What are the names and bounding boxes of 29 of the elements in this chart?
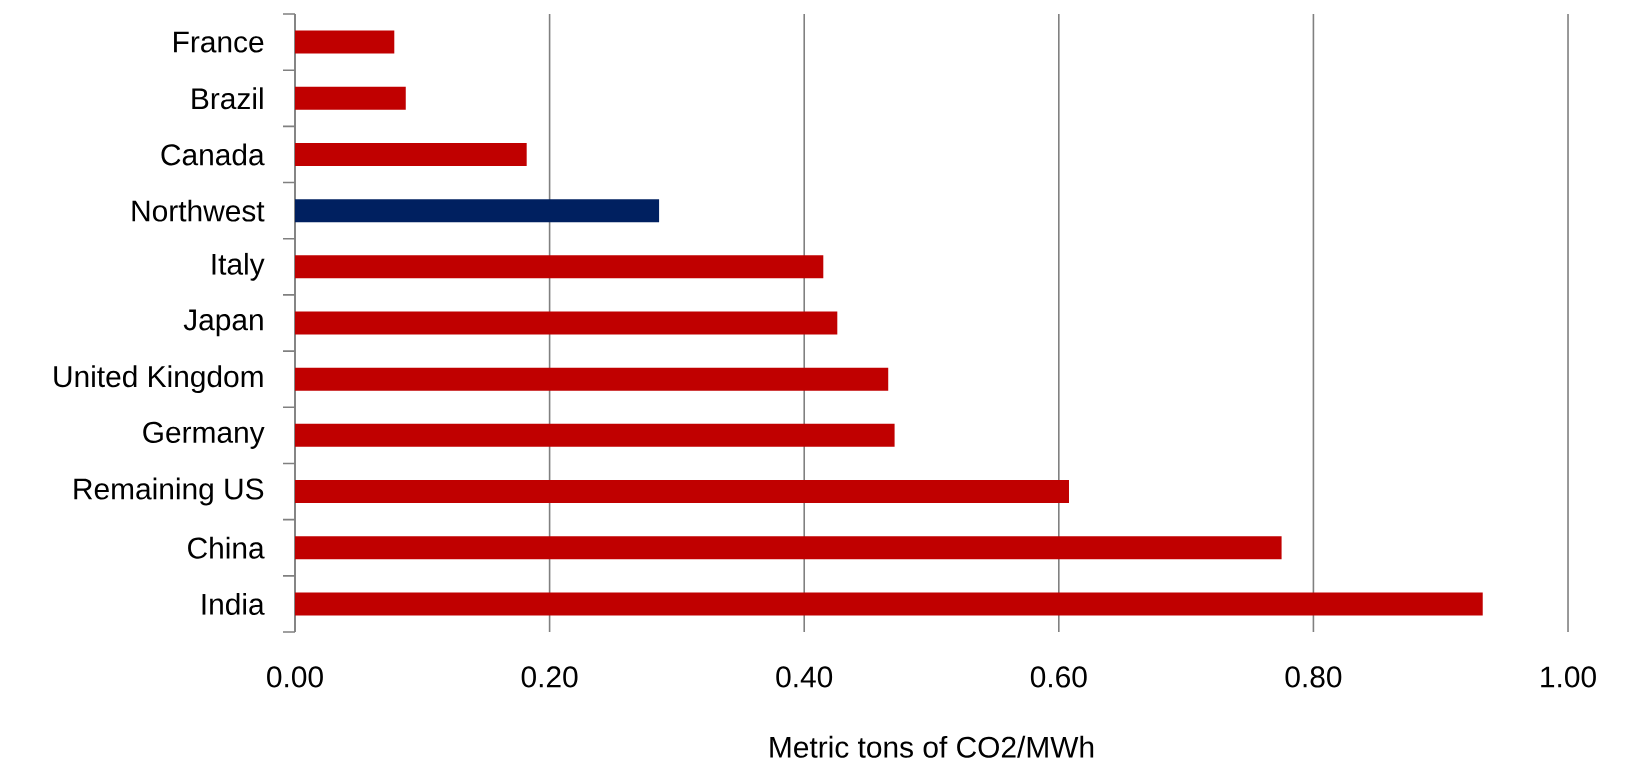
x-tick-label: 0.40 <box>776 666 833 688</box>
bar <box>295 423 895 447</box>
x-axis-title: Metric tons of CO2/MWh <box>770 735 1094 758</box>
y-tick-label: China <box>188 536 265 559</box>
y-tick-label: France <box>174 31 264 53</box>
bar <box>295 199 660 223</box>
y-tick-label: Remaining US <box>74 477 264 506</box>
y-tick-label: India <box>202 592 265 615</box>
bar <box>295 86 406 110</box>
bar <box>295 536 1282 560</box>
bar <box>295 30 395 54</box>
y-tick-label: Northwest <box>132 199 265 222</box>
bar <box>295 142 527 166</box>
bar <box>295 480 1069 504</box>
bar <box>295 255 824 279</box>
y-tick-label: Brazil <box>192 87 263 110</box>
x-tick-label: 0.00 <box>267 666 323 688</box>
y-tick-label: United Kingdom <box>54 365 263 394</box>
y-tick-label: Canada <box>161 143 265 166</box>
bar <box>295 311 838 335</box>
x-tick-label: 0.80 <box>1285 666 1342 688</box>
y-tick-label: Germany <box>143 421 265 449</box>
x-tick-label: 0.60 <box>1030 666 1087 688</box>
x-tick-label: 0.20 <box>521 666 578 688</box>
y-tick-label: Italy <box>212 252 265 281</box>
y-tick-label: Japan <box>183 309 263 337</box>
bar <box>295 367 889 391</box>
x-tick-label: 1.00 <box>1541 666 1596 688</box>
bar <box>295 592 1483 616</box>
